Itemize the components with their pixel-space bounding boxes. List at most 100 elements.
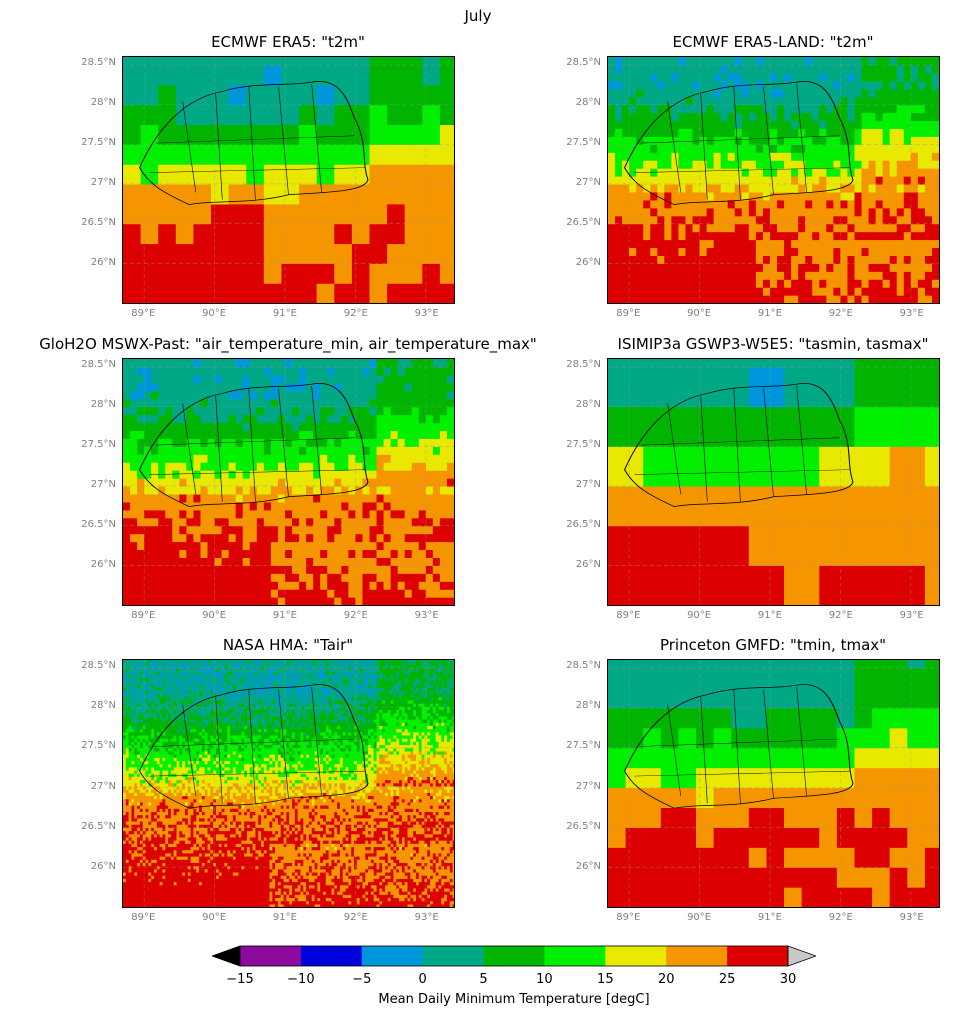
lat-tick-label: 28°N (575, 97, 601, 108)
gridlines (123, 57, 454, 303)
lon-tick-label: 92°E (343, 308, 368, 319)
gridlines (123, 359, 454, 605)
lat-tick-label: 26.5°N (566, 217, 601, 228)
lat-tick-label: 26.5°N (566, 519, 601, 530)
lat-tick-label: 27°N (90, 177, 116, 188)
district-boundaries (624, 383, 854, 507)
gridlines (608, 57, 939, 303)
temperature-grid (123, 660, 454, 907)
lon-tick-label: 89°E (131, 912, 156, 923)
lat-tick-label: 26.5°N (81, 820, 116, 832)
colorbar-bin (483, 946, 545, 966)
lat-tick-label: 28.5°N (81, 660, 116, 672)
lon-tick-label: 91°E (272, 912, 297, 923)
gridlines (608, 660, 939, 907)
panel-title-era5: ECMWF ERA5: "t2m" (211, 33, 365, 51)
colorbar-bin (361, 946, 424, 966)
lon-tick-label: 91°E (757, 308, 782, 319)
lat-tick-label: 26.5°N (81, 519, 116, 530)
colorbar-tick-label: −5 (352, 972, 372, 987)
lon-tick-label: 91°E (272, 308, 297, 319)
lon-tick-label: 93°E (414, 912, 439, 923)
lat-tick-label: 28°N (90, 399, 116, 410)
lat-tick-label: 27°N (575, 780, 601, 792)
map-raster (123, 57, 454, 303)
map-mswx (122, 358, 455, 606)
map-isimip (607, 358, 940, 606)
colorbar-tick-label: −10 (287, 972, 315, 987)
lon-tick-label: 91°E (757, 912, 782, 923)
colorbar-bin (605, 946, 667, 966)
map-raster (123, 660, 454, 907)
lat-tick-label: 26°N (90, 257, 116, 268)
lon-tick-label: 89°E (616, 308, 641, 319)
lon-tick-label: 92°E (828, 912, 853, 923)
map-nasa-hma (122, 659, 455, 908)
lat-tick-label: 27°N (575, 177, 601, 188)
lon-tick-label: 93°E (899, 912, 924, 923)
lon-tick-label: 90°E (202, 912, 227, 923)
lon-tick-label: 92°E (828, 308, 853, 319)
lon-tick-label: 92°E (343, 912, 368, 923)
lat-tick-label: 27.5°N (81, 137, 116, 148)
lon-tick-label: 93°E (899, 610, 924, 621)
gridlines (608, 359, 939, 605)
colorbar-tick-label: 30 (779, 972, 797, 987)
colorbar-tick-label: 15 (597, 972, 614, 987)
lat-tick-label: 28°N (90, 700, 116, 712)
lat-tick-label: 28.5°N (566, 660, 601, 672)
lat-tick-label: 28.5°N (81, 359, 116, 370)
lat-tick-label: 28.5°N (566, 359, 601, 370)
map-raster (608, 660, 939, 907)
map-gmfd (607, 659, 940, 908)
lat-tick-label: 27.5°N (566, 740, 601, 752)
colorbar-tick-label: 25 (718, 972, 736, 987)
lon-tick-label: 89°E (131, 610, 156, 621)
colorbar-outline (239, 945, 789, 967)
colorbar-bin (300, 946, 363, 966)
colorbar-bin (727, 946, 789, 966)
lat-tick-label: 27.5°N (566, 137, 601, 148)
lat-tick-label: 26°N (575, 257, 601, 268)
colorbar-tick-label: 20 (657, 972, 675, 987)
lat-tick-label: 27.5°N (566, 439, 601, 450)
lon-tick-label: 90°E (687, 308, 712, 319)
figure-title: July (464, 7, 492, 25)
lat-tick-label: 26.5°N (81, 217, 116, 228)
colorbar-bin (666, 946, 728, 966)
lon-tick-label: 89°E (616, 912, 641, 923)
colorbar-under-extension (212, 945, 241, 967)
lat-tick-label: 26°N (575, 860, 601, 872)
lat-tick-label: 26°N (90, 860, 116, 872)
district-boundaries (139, 383, 369, 507)
district-boundaries (139, 684, 369, 809)
lat-tick-label: 27.5°N (81, 439, 116, 450)
lon-tick-label: 90°E (202, 610, 227, 621)
lon-tick-label: 93°E (414, 308, 439, 319)
map-era5 (122, 56, 455, 304)
panel-title-nasa-hma: NASA HMA: "Tair" (222, 636, 354, 654)
lon-tick-label: 93°E (899, 308, 924, 319)
map-raster (608, 359, 939, 605)
lon-tick-label: 92°E (343, 610, 368, 621)
district-boundaries (624, 81, 854, 205)
lat-tick-label: 26°N (575, 559, 601, 570)
colorbar-tick-label: −15 (226, 972, 254, 987)
map-raster (123, 359, 454, 605)
lat-tick-label: 27.5°N (81, 740, 116, 752)
panel-title-era5-land: ECMWF ERA5-LAND: "t2m" (672, 33, 874, 51)
colorbar-label: Mean Daily Minimum Temperature [degC] (378, 992, 650, 1007)
lat-tick-label: 28.5°N (566, 57, 601, 68)
lon-tick-label: 91°E (272, 610, 297, 621)
lat-tick-label: 27°N (575, 479, 601, 490)
lat-tick-label: 28°N (575, 700, 601, 712)
colorbar-bin (422, 946, 485, 966)
district-boundaries (624, 684, 854, 809)
map-raster (608, 57, 939, 303)
lon-tick-label: 90°E (687, 610, 712, 621)
colorbar-bin (544, 946, 606, 966)
lat-tick-label: 26°N (90, 559, 116, 570)
colorbar-tick-label: 0 (418, 972, 427, 987)
temperature-grid (608, 660, 939, 907)
colorbar-over-extension (787, 945, 816, 967)
